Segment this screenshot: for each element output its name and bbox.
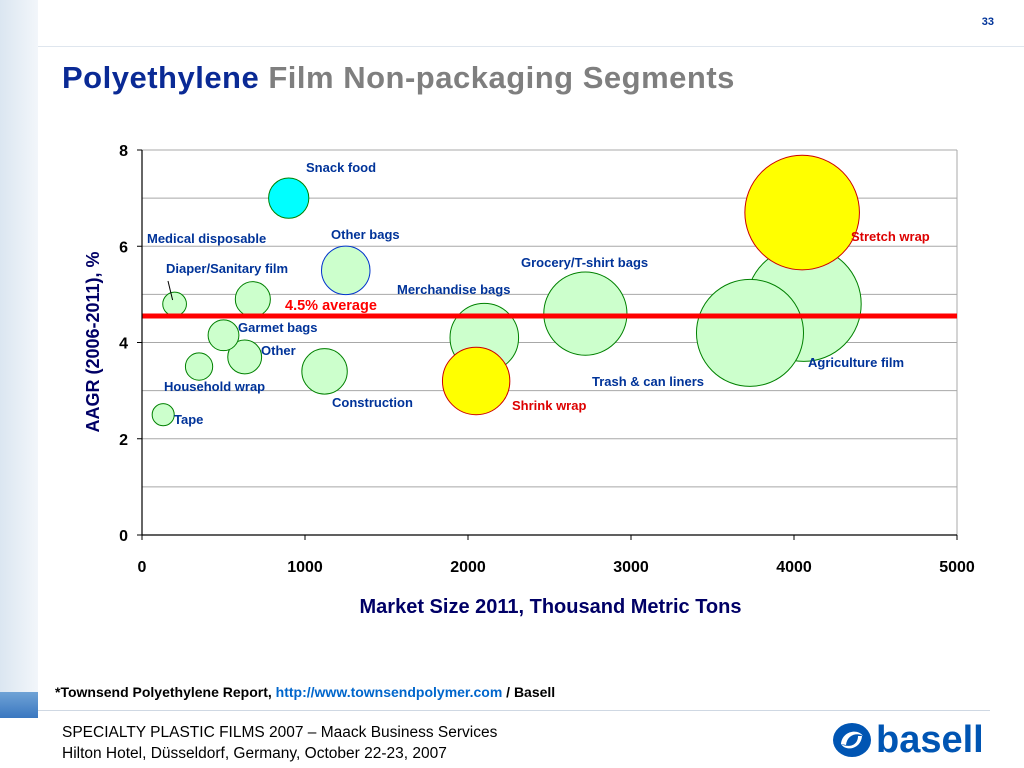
title-rest: Film Non-packaging Segments: [268, 60, 735, 95]
bubble: [301, 348, 348, 395]
x-tick-label: 2000: [450, 559, 486, 576]
source-note: *Townsend Polyethylene Report, http://ww…: [55, 684, 555, 700]
x-tick-label: 0: [138, 559, 147, 576]
bubble-label: Garmet bags: [238, 320, 317, 335]
x-tick-label: 1000: [287, 559, 323, 576]
bubble: [207, 319, 240, 352]
x-tick-label: 3000: [613, 559, 649, 576]
bubble-label: Trash & can liners: [592, 374, 704, 389]
bubble-label: Shrink wrap: [512, 398, 586, 413]
bubble: [151, 403, 175, 427]
footer-divider: [38, 710, 990, 711]
bubble-label: Tape: [174, 412, 203, 427]
bubble-label: Merchandise bags: [397, 282, 510, 297]
bubble: [227, 339, 263, 375]
slide-title: Polyethylene Film Non-packaging Segments: [62, 60, 735, 96]
bubble-label: Household wrap: [164, 379, 265, 394]
chart-bubbles: [151, 154, 862, 427]
logo-text: basell: [876, 719, 984, 761]
chart-axes: 0 2 4 6 8 0 1000 2000 3000 4000 5000 Market Size 20…: [83, 143, 975, 618]
bubble-label: Grocery/T-shirt bags: [521, 255, 648, 270]
y-axis-title: AAGR (2006-2011), %: [83, 251, 103, 432]
bubble-label: Snack food: [306, 160, 376, 175]
bubble-label: Diaper/Sanitary film: [166, 261, 288, 276]
chart-labels: Tape Household wrap Medical disposable Garm…: [147, 160, 930, 427]
x-tick-label: 5000: [939, 559, 975, 576]
bubble: [184, 352, 214, 381]
y-tick-label: 8: [119, 143, 128, 160]
source-prefix: *Townsend Polyethylene Report,: [55, 684, 276, 700]
bubble: [695, 278, 805, 387]
left-decor-bar: [0, 0, 38, 692]
bubble-chart: 4.5% average Tape Household wrap Medical d…: [83, 143, 975, 618]
bottom-decor-strip: [0, 692, 38, 718]
bubble-label: Stretch wrap: [851, 229, 930, 244]
x-tick-label: 4000: [776, 559, 812, 576]
y-tick-label: 2: [119, 432, 128, 449]
y-tick-label: 0: [119, 528, 128, 545]
y-tick-label: 4: [119, 336, 128, 353]
footer-line-2: Hilton Hotel, Düsseldorf, Germany, Octob…: [62, 745, 447, 762]
bubble: [441, 346, 511, 416]
chart-reference-line: 4.5% average: [142, 298, 957, 319]
bubble: [744, 154, 860, 271]
title-main: Polyethylene: [62, 60, 260, 95]
bubble: [268, 177, 310, 219]
x-axis-title: Market Size 2011, Thousand Metric Tons: [360, 596, 742, 618]
source-suffix: / Basell: [502, 684, 556, 700]
footer-line-1: SPECIALTY PLASTIC FILMS 2007 – Maack Bus…: [62, 724, 498, 741]
bubble: [321, 245, 371, 296]
bubble-label: Construction: [332, 395, 413, 410]
chart-grid: [142, 149, 958, 535]
bubble-label: Medical disposable: [147, 231, 266, 246]
footer: SPECIALTY PLASTIC FILMS 2007 – Maack Bus…: [62, 722, 497, 764]
average-line-label: 4.5% average: [285, 298, 377, 314]
bubble-label: Other bags: [331, 227, 400, 242]
basell-logo: basell: [832, 717, 998, 763]
source-link[interactable]: http://www.townsendpolymer.com: [275, 684, 503, 700]
basell-swirl-icon: [833, 723, 871, 757]
page-number: 33: [981, 16, 994, 28]
bubble-label: Agriculture film: [808, 355, 904, 370]
bubble: [234, 281, 271, 318]
header-divider: [38, 46, 1024, 47]
y-tick-label: 6: [119, 239, 128, 256]
bubble-label: Other: [261, 343, 296, 358]
bubble: [162, 291, 187, 317]
leader-line: [167, 280, 174, 301]
